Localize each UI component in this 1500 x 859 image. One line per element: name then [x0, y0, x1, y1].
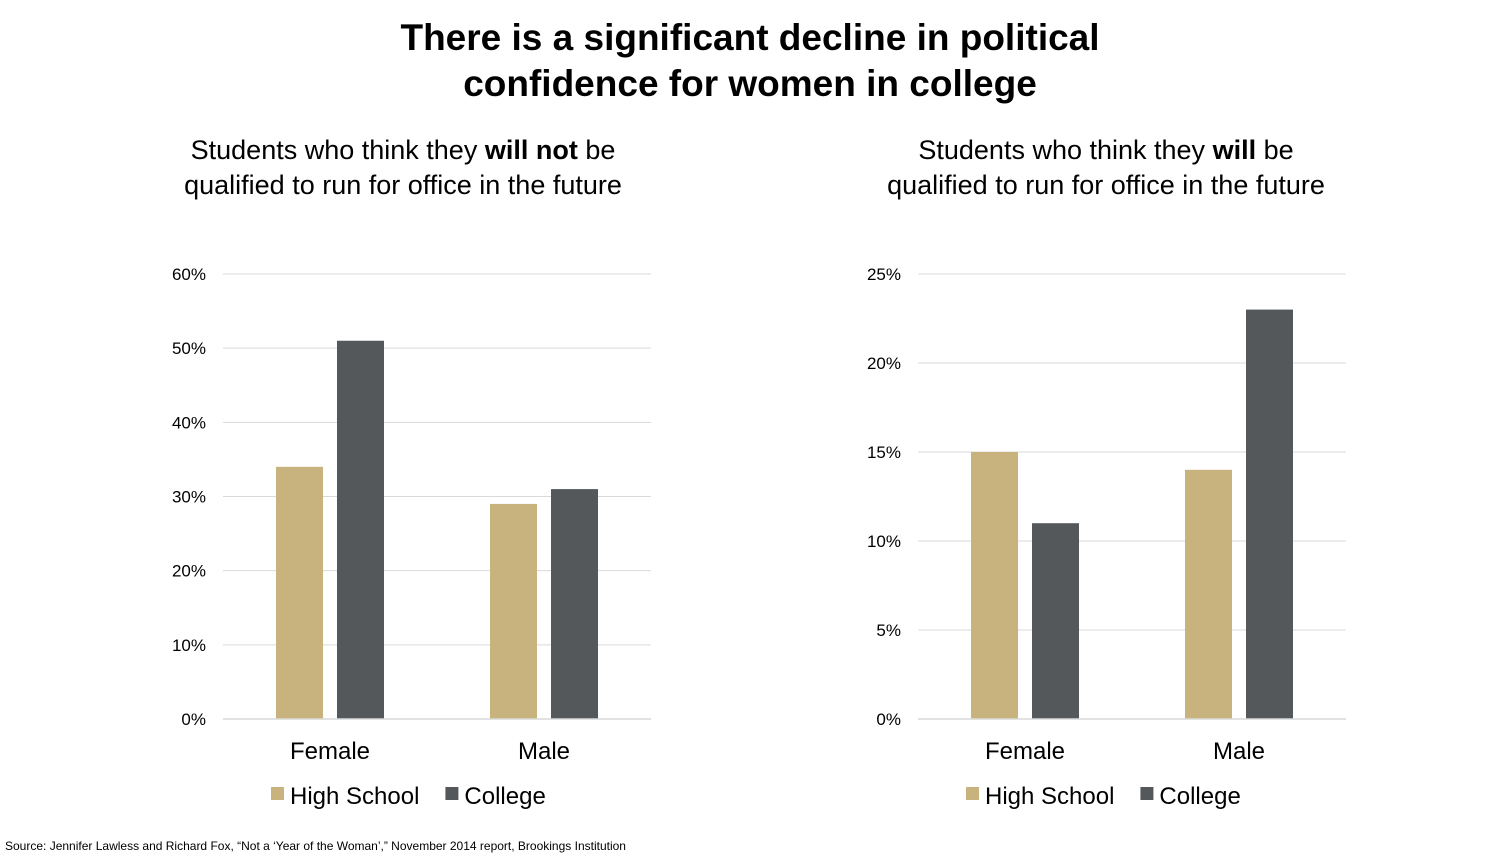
- left-bar-female-college: [337, 340, 384, 719]
- right-bar-male-college: [1246, 309, 1293, 719]
- title-line-2: confidence for women in college: [463, 63, 1037, 104]
- right-y-tick-label: 5%: [876, 621, 901, 640]
- left-y-tick-label: 30%: [172, 488, 206, 507]
- left-y-tick-label: 60%: [172, 265, 206, 284]
- left-x-tick-label: Female: [290, 738, 370, 765]
- right-y-tick-label: 25%: [867, 265, 901, 284]
- right-legend-label: College: [1159, 783, 1240, 810]
- right-legend-swatch: [966, 787, 979, 800]
- right-bar-female-college: [1032, 523, 1079, 719]
- left-y-tick-label: 40%: [172, 413, 206, 432]
- left-legend-swatch: [271, 787, 284, 800]
- left-y-tick-label: 20%: [172, 562, 206, 581]
- left-legend-swatch: [445, 787, 459, 800]
- right-chart-subtitle: Students who think they will be qualifie…: [796, 133, 1416, 203]
- right-y-tick-label: 10%: [867, 532, 901, 551]
- page-title: There is a significant decline in politi…: [0, 15, 1500, 107]
- left-bar-female-high-school: [276, 466, 323, 719]
- right-bar-chart: 0% 5% 10% 15% 20% 25% Female Male High School Col…: [867, 265, 1346, 810]
- title-line-1: There is a significant decline in politi…: [400, 17, 1100, 58]
- left-x-tick-label: Male: [518, 738, 570, 765]
- right-legend-swatch: [1140, 787, 1154, 800]
- left-y-tick-label: 0%: [181, 710, 206, 729]
- right-y-tick-label: 20%: [867, 354, 901, 373]
- source-note: Source: Jennifer Lawless and Richard Fox…: [5, 839, 626, 853]
- right-x-tick-label: Female: [985, 738, 1065, 765]
- left-legend-label: High School: [290, 783, 419, 810]
- left-legend-label: College: [464, 783, 545, 810]
- left-chart-subtitle: Students who think they will not be qual…: [93, 133, 713, 203]
- left-bar-male-high-school: [490, 503, 537, 719]
- right-subtitle-line-2: qualified to run for office in the futur…: [887, 170, 1325, 200]
- left-bar-male-college: [551, 489, 598, 719]
- left-y-tick-label: 50%: [172, 339, 206, 358]
- right-legend-label: High School: [985, 783, 1114, 810]
- right-bar-female-high-school: [971, 452, 1018, 719]
- right-bar-male-high-school: [1185, 469, 1232, 719]
- left-subtitle-line-2: qualified to run for office in the futur…: [184, 170, 622, 200]
- left-y-tick-label: 10%: [172, 636, 206, 655]
- right-subtitle-emphasis: will: [1212, 135, 1257, 165]
- left-bar-chart: 0% 10% 20% 30% 40% 50% 60% Female Male High Schoo…: [172, 265, 651, 810]
- left-subtitle-line-1: Students who think they will not be: [190, 135, 616, 165]
- right-subtitle-line-1: Students who think they will be: [918, 135, 1294, 165]
- left-subtitle-emphasis: will not: [484, 135, 578, 165]
- right-y-tick-label: 15%: [867, 443, 901, 462]
- right-x-tick-label: Male: [1213, 738, 1265, 765]
- right-y-tick-label: 0%: [876, 710, 901, 729]
